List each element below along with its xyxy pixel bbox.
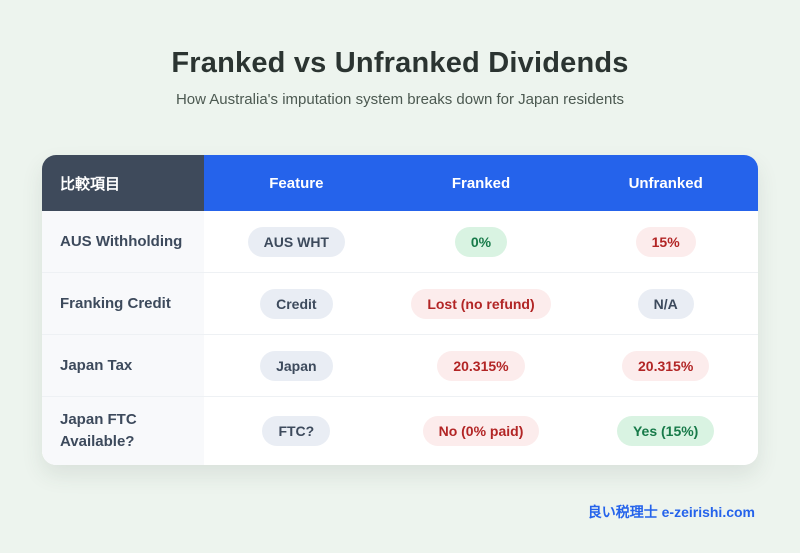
header-cell-feature: Feature (204, 155, 389, 211)
feature-badge: AUS WHT (247, 226, 345, 257)
feature-badge: Credit (260, 288, 333, 319)
table-row: Japan FTC Available? FTC? No (0% paid) Y… (42, 396, 758, 465)
franked-value-badge: Lost (no refund) (411, 288, 551, 319)
header-cell-franked: Franked (388, 155, 574, 211)
unfranked-value-badge: 15% (635, 226, 696, 257)
row-label: AUS Withholding (42, 211, 204, 272)
franked-value-badge: No (0% paid) (422, 416, 540, 446)
feature-badge: FTC? (262, 416, 331, 446)
feature-badge: Japan (260, 350, 333, 381)
table-row: AUS Withholding AUS WHT 0% 15% (42, 211, 758, 272)
row-label: Japan FTC Available? (42, 397, 204, 465)
header-cell-unfranked: Unfranked (573, 155, 758, 211)
table-row: Japan Tax Japan 20.315% 20.315% (42, 334, 758, 396)
unfranked-value-badge: 20.315% (622, 350, 710, 381)
table-header-row: 比較項目 Feature Franked Unfranked (42, 155, 758, 211)
row-label: Franking Credit (42, 273, 204, 334)
comparison-table: 比較項目 Feature Franked Unfranked AUS Withh… (42, 155, 758, 465)
page-subtitle: How Australia's imputation system breaks… (175, 91, 625, 108)
franked-value-badge: 20.315% (437, 350, 525, 381)
footer-brand: 良い税理士 e-zeirishi.com (587, 504, 755, 520)
table-row: Franking Credit Credit Lost (no refund) … (42, 272, 758, 334)
row-label: Japan Tax (42, 335, 204, 396)
header-cell-comparison-items: 比較項目 (42, 155, 204, 211)
table-body: AUS Withholding AUS WHT 0% 15% Franking … (42, 211, 758, 465)
unfranked-value-badge: Yes (15%) (616, 416, 715, 446)
franked-value-badge: 0% (454, 226, 508, 257)
page-title: Franked vs Unfranked Dividends (171, 47, 629, 79)
unfranked-value-badge: N/A (637, 288, 694, 319)
